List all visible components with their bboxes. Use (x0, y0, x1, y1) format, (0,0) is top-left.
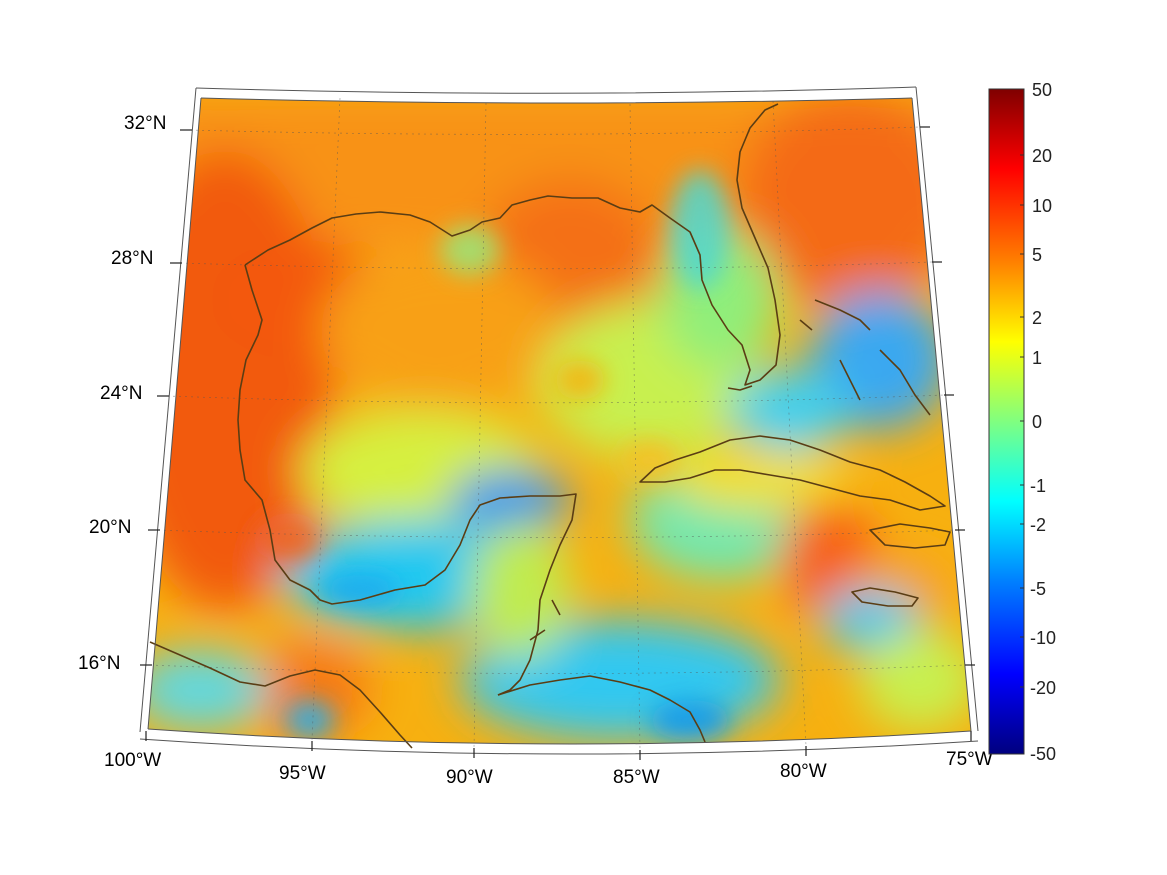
lat-label-32n: 32°N (124, 113, 166, 134)
colorbar-label-neg5: -5 (1030, 579, 1046, 599)
longitude-labels: 100°W 95°W 90°W 85°W 80°W 75°W (104, 749, 993, 788)
colorbar-label-neg2: -2 (1030, 515, 1046, 535)
lon-label-95w: 95°W (279, 763, 326, 784)
pacific-coastline (149, 641, 413, 749)
lon-label-80w: 80°W (780, 761, 827, 782)
lon-label-90w: 90°W (446, 767, 493, 788)
colorbar-label-10: 10 (1032, 196, 1052, 216)
lat-label-24n: 24°N (100, 383, 142, 404)
lon-label-85w: 85°W (613, 767, 660, 788)
lat-label-20n: 20°N (89, 517, 131, 538)
lat-label-28n: 28°N (111, 248, 153, 269)
mexico-coastline (237, 264, 577, 696)
colorbar-label-neg50: -50 (1030, 744, 1056, 764)
colorbar-label-20: 20 (1032, 146, 1052, 166)
lon-label-100w: 100°W (104, 750, 161, 771)
colorbar-label-0: 0 (1032, 412, 1042, 432)
colorbar-label-2: 2 (1032, 308, 1042, 328)
colorbar-label-5: 5 (1032, 245, 1042, 265)
colorbar-label-neg10: -10 (1030, 628, 1056, 648)
colorbar-label-neg20: -20 (1030, 678, 1056, 698)
colorbar-label-50: 50 (1032, 80, 1052, 100)
map-field (148, 98, 971, 745)
gulf-coastline (244, 103, 781, 386)
colorbar: 50 20 10 5 2 1 0 -1 -2 -5 -10 -20 -50 (988, 80, 1056, 764)
lon-label-75w: 75°W (946, 749, 993, 770)
coastlines (149, 103, 951, 749)
colorbar-label-1: 1 (1032, 348, 1042, 368)
jamaica-coastline (851, 587, 919, 607)
graticule (149, 97, 966, 751)
latitude-labels: 32°N 28°N 24°N 20°N 16°N (78, 113, 166, 674)
map-frame (139, 86, 979, 755)
colorbar-label-neg1: -1 (1030, 476, 1046, 496)
lat-label-16n: 16°N (78, 653, 120, 674)
hispaniola-coastline (869, 523, 951, 549)
cuba-coastline (639, 435, 946, 511)
colorbar-gradient (988, 88, 1025, 755)
tick-marks (140, 126, 975, 760)
bahamas-coastline (799, 299, 931, 416)
central-america-coastline (497, 675, 706, 743)
